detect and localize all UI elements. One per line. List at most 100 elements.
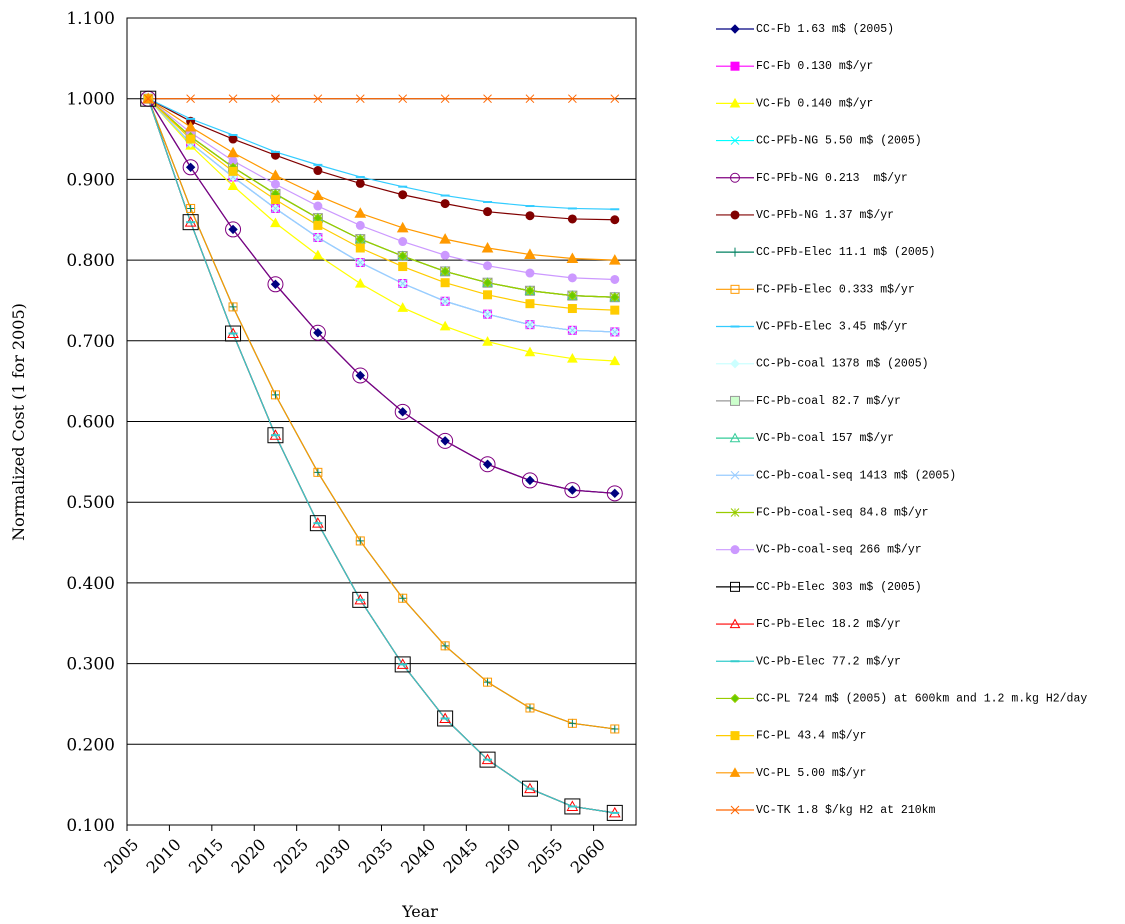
series-line [147,98,615,261]
marker [355,178,365,188]
legend-marker [730,731,740,741]
marker [524,346,536,357]
legend-label: FC-PFb-Elec 0.333 m$/yr [756,283,915,296]
x-tick-label: 2010 [143,835,185,877]
legend-marker [730,247,740,257]
marker [355,234,365,244]
series-line [147,98,615,311]
marker [269,169,282,180]
marker [440,266,450,277]
marker [481,241,494,253]
plot-frame [126,17,637,826]
marker [271,94,280,104]
series-line [147,98,615,333]
marker [525,211,535,221]
series-line [147,98,615,298]
marker [398,407,408,417]
x-tick-label: 2020 [227,835,269,877]
series-line [147,98,615,333]
x-tick-label: 2035 [355,835,397,877]
marker [440,94,450,104]
marker [270,179,280,189]
marker [608,254,621,265]
legend-label: VC-PFb-Elec 3.45 m$/yr [756,321,908,334]
marker [186,203,196,213]
marker [567,353,578,363]
series-line [147,98,615,333]
legend-label: VC-PFb-NG 1.37 m$/yr [756,209,894,222]
marker [355,536,365,546]
marker [567,273,577,283]
marker [228,302,238,312]
marker [521,780,538,797]
legend-marker [729,432,741,443]
x-tick-label: 2005 [100,835,142,877]
x-tick-label: 2060 [567,835,609,877]
series-line [147,98,615,221]
marker [439,233,451,244]
marker [483,94,492,104]
marker [267,427,284,444]
x-tick-label: 2030 [312,835,354,877]
marker [186,134,196,144]
series-line [147,98,615,730]
marker [440,641,450,651]
marker [609,355,621,366]
series-line [147,98,615,814]
marker [354,277,366,288]
marker [440,436,450,446]
legend-marker [730,284,740,294]
x-tick-label: 2055 [524,835,566,877]
legend-marker [730,210,740,220]
marker [483,309,492,319]
marker [398,279,408,288]
marker [567,290,578,301]
legend-label: VC-TK 1.8 $/kg H2 at 210km [756,804,936,817]
marker [524,248,536,259]
marker [398,593,408,603]
marker [140,90,157,107]
legend-label: VC-Pb-coal 157 m$/yr [756,432,894,445]
legend-label: FC-PFb-NG 0.213 m$/yr [756,172,908,185]
series-line [147,98,615,730]
marker [525,320,535,330]
marker [610,274,620,284]
legend-label: VC-Pb-coal-seq 266 m$/yr [756,544,922,557]
marker [394,656,411,673]
marker [483,261,493,271]
legend-marker [730,395,740,406]
legend-label: CC-Pb-coal 1378 m$ (2005) [756,358,929,371]
legend-label: CC-Pb-Elec 303 m$ (2005) [756,581,922,594]
series-line [147,98,615,814]
marker [567,485,578,495]
marker [313,201,323,211]
legend-marker [730,136,740,145]
legend-label: FC-Pb-coal 82.7 m$/yr [756,395,901,408]
marker [479,456,496,473]
marker [482,459,493,469]
marker [225,325,242,342]
marker [228,166,238,176]
y-tick-label: 1.000 [66,90,115,110]
marker [186,94,195,104]
y-tick-label: 0.300 [66,655,115,675]
y-tick-label: 0.400 [66,574,115,594]
marker [313,94,323,104]
marker [352,367,369,384]
legend-marker [730,805,740,815]
legend-label: CC-PL 724 m$ (2005) at 600km and 1.2 m.k… [756,692,1087,705]
marker [437,710,454,727]
x-tick-label: 2050 [482,835,524,877]
y-tick-label: 0.800 [66,251,115,271]
legend-marker [730,545,740,555]
legend-label: FC-Fb 0.130 m$/yr [756,60,873,73]
legend-marker [730,24,740,34]
marker [313,166,323,176]
marker [483,207,493,217]
marker [483,290,493,300]
marker [525,475,535,486]
marker [225,221,242,238]
marker [567,214,577,224]
marker [355,370,365,381]
marker [309,515,326,532]
